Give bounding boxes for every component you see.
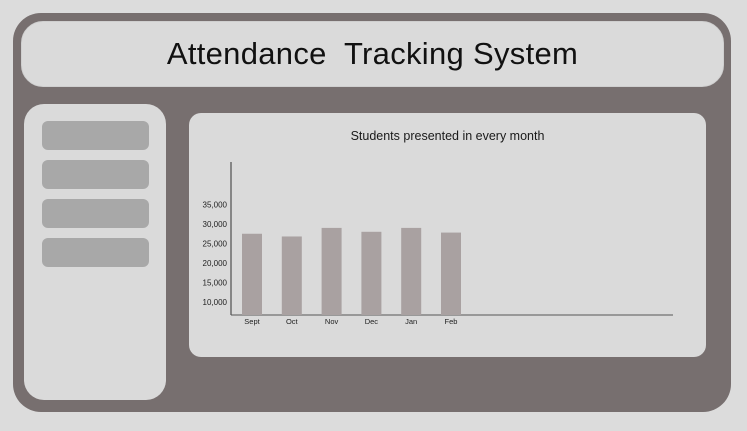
sidebar-item-2[interactable] xyxy=(42,160,149,189)
x-tick-label: Feb xyxy=(445,317,458,326)
x-tick-label: Nov xyxy=(325,317,339,326)
x-tick-label: Oct xyxy=(286,317,299,326)
chart-bar xyxy=(242,233,262,315)
x-tick-label: Dec xyxy=(365,317,379,326)
y-tick-label: 10,000 xyxy=(203,298,228,307)
chart-bar xyxy=(321,227,342,315)
sidebar xyxy=(24,104,166,400)
sidebar-item-1[interactable] xyxy=(42,121,149,150)
x-tick-label: Sept xyxy=(244,317,260,326)
chart-bar xyxy=(281,236,302,315)
chart-bar xyxy=(401,227,422,315)
y-tick-label: 25,000 xyxy=(203,240,228,249)
y-tick-label: 35,000 xyxy=(203,201,228,210)
bar-chart: 35,000 30,000 25,000 20,000 15,000 10,000 Sept… xyxy=(203,162,673,326)
chart-bar xyxy=(361,231,382,315)
y-tick-label: 15,000 xyxy=(203,279,228,288)
sidebar-item-3[interactable] xyxy=(42,199,149,228)
y-tick-label: 20,000 xyxy=(203,259,228,268)
sidebar-item-4[interactable] xyxy=(42,238,149,267)
app-header: Attendance Tracking System xyxy=(21,21,724,87)
app-title: Attendance Tracking System xyxy=(166,36,579,71)
chart-title: Students presented in every month xyxy=(350,129,545,143)
y-tick-label: 30,000 xyxy=(203,220,228,229)
x-tick-label: Jan xyxy=(405,317,417,326)
chart-bar xyxy=(441,232,461,315)
chart-panel: Students presented in every month 35,000… xyxy=(189,113,706,357)
